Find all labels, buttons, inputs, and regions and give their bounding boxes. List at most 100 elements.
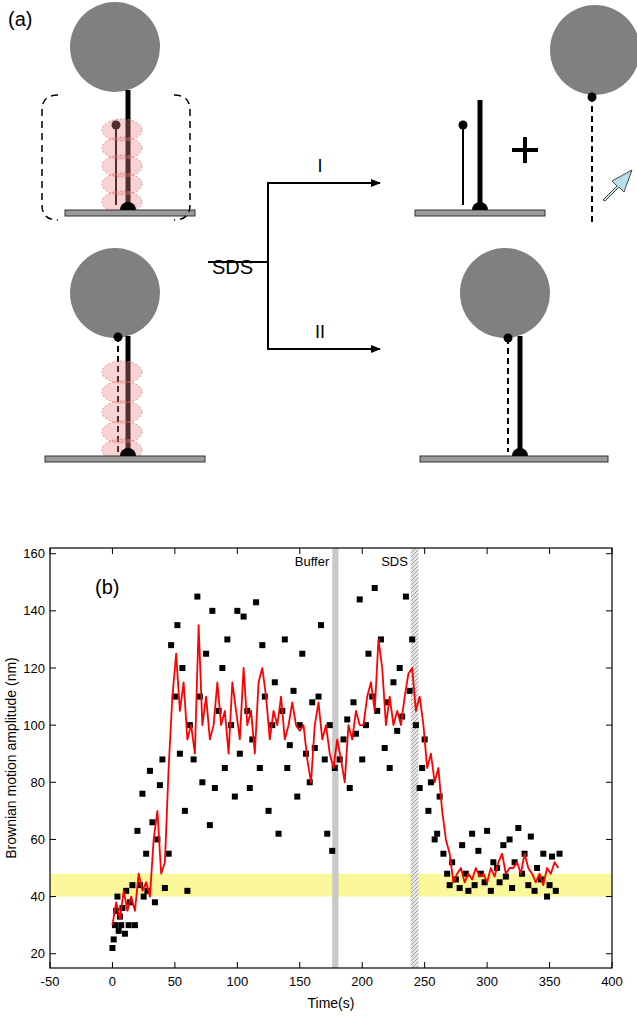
x-tick-label: 200 xyxy=(351,974,373,989)
y-tick xyxy=(50,839,56,840)
data-point xyxy=(553,888,559,894)
data-point xyxy=(212,785,218,791)
data-point xyxy=(191,756,197,762)
data-point xyxy=(525,882,531,888)
y-axis-title: Brownian motion amplitude (nm) xyxy=(3,657,19,859)
y-tick xyxy=(50,553,56,554)
data-point xyxy=(194,594,200,600)
y-tick xyxy=(50,610,56,611)
data-point xyxy=(444,871,450,877)
strand-end xyxy=(114,333,123,342)
data-point xyxy=(390,679,396,685)
data-point xyxy=(174,622,180,628)
data-point xyxy=(469,831,475,837)
x-tick-label: 100 xyxy=(226,974,248,989)
data-point xyxy=(434,831,440,837)
y-tick xyxy=(50,725,56,726)
y-tick xyxy=(606,896,612,897)
data-point xyxy=(329,848,335,854)
bracket xyxy=(42,95,58,220)
y-tick xyxy=(50,896,56,897)
data-point xyxy=(413,722,419,728)
x-tick xyxy=(174,962,175,968)
data-point xyxy=(382,745,388,751)
ssdna-strand xyxy=(591,96,593,222)
data-point xyxy=(417,785,423,791)
bead xyxy=(550,5,637,95)
data-point xyxy=(447,882,453,888)
protein xyxy=(102,381,142,403)
data-point xyxy=(282,636,288,642)
protein xyxy=(102,361,142,383)
y-tick xyxy=(606,610,612,611)
x-tick-label: 150 xyxy=(289,974,311,989)
x-tick-label: 300 xyxy=(476,974,498,989)
reference-band xyxy=(50,874,612,897)
panel-label: (a) xyxy=(8,8,32,30)
data-point xyxy=(199,779,205,785)
data-point xyxy=(557,851,563,857)
data-point xyxy=(291,688,297,694)
release-arrow xyxy=(603,170,632,201)
data-point xyxy=(299,651,305,657)
x-tick xyxy=(112,548,113,554)
data-point xyxy=(432,836,438,842)
data-point xyxy=(222,765,228,771)
data-point xyxy=(316,694,322,700)
substrate xyxy=(420,456,608,462)
data-point xyxy=(143,851,149,857)
data-point xyxy=(344,716,350,722)
y-tick-label: 160 xyxy=(23,546,45,561)
data-point xyxy=(162,885,168,891)
data-point xyxy=(294,794,300,800)
figure: (a)SDSIII-500501001502002503003504002040… xyxy=(0,0,637,1022)
anchor xyxy=(120,448,136,456)
data-point xyxy=(359,756,365,762)
data-point xyxy=(141,894,147,900)
data-point xyxy=(500,842,506,848)
annotation-label: SDS xyxy=(381,554,408,569)
data-point xyxy=(425,808,431,814)
y-tick xyxy=(606,725,612,726)
annotation-band xyxy=(411,548,418,968)
data-point xyxy=(159,756,165,762)
data-point xyxy=(528,834,534,840)
data-point xyxy=(350,699,356,705)
data-line xyxy=(112,625,558,925)
data-point xyxy=(234,608,240,614)
data-point xyxy=(139,791,145,797)
data-point xyxy=(209,608,215,614)
y-tick xyxy=(606,839,612,840)
y-tick-label: 20 xyxy=(31,946,45,961)
data-point xyxy=(387,765,393,771)
data-point xyxy=(547,882,553,888)
data-point xyxy=(122,931,128,937)
data-point xyxy=(347,785,353,791)
x-tick-label: 0 xyxy=(109,974,116,989)
data-point xyxy=(247,785,253,791)
data-point xyxy=(340,736,346,742)
reagent-label: SDS xyxy=(212,256,253,278)
data-point xyxy=(472,882,478,888)
data-point xyxy=(440,851,446,857)
y-tick-label: 140 xyxy=(23,603,45,618)
data-point xyxy=(179,665,185,671)
data-point xyxy=(149,819,155,825)
x-tick xyxy=(487,962,488,968)
data-point xyxy=(116,928,122,934)
data-point xyxy=(484,828,490,834)
data-point xyxy=(177,751,183,757)
arrow xyxy=(267,182,380,184)
strand-end xyxy=(459,121,468,130)
data-point xyxy=(157,782,163,788)
data-point xyxy=(152,899,158,905)
arrow-stem xyxy=(267,183,269,350)
x-tick xyxy=(612,548,613,554)
x-tick-label: 50 xyxy=(168,974,182,989)
y-tick xyxy=(50,668,56,669)
x-tick xyxy=(50,548,51,554)
x-tick xyxy=(237,548,238,554)
data-point xyxy=(457,885,463,891)
data-point xyxy=(126,922,132,928)
data-point xyxy=(253,599,259,605)
